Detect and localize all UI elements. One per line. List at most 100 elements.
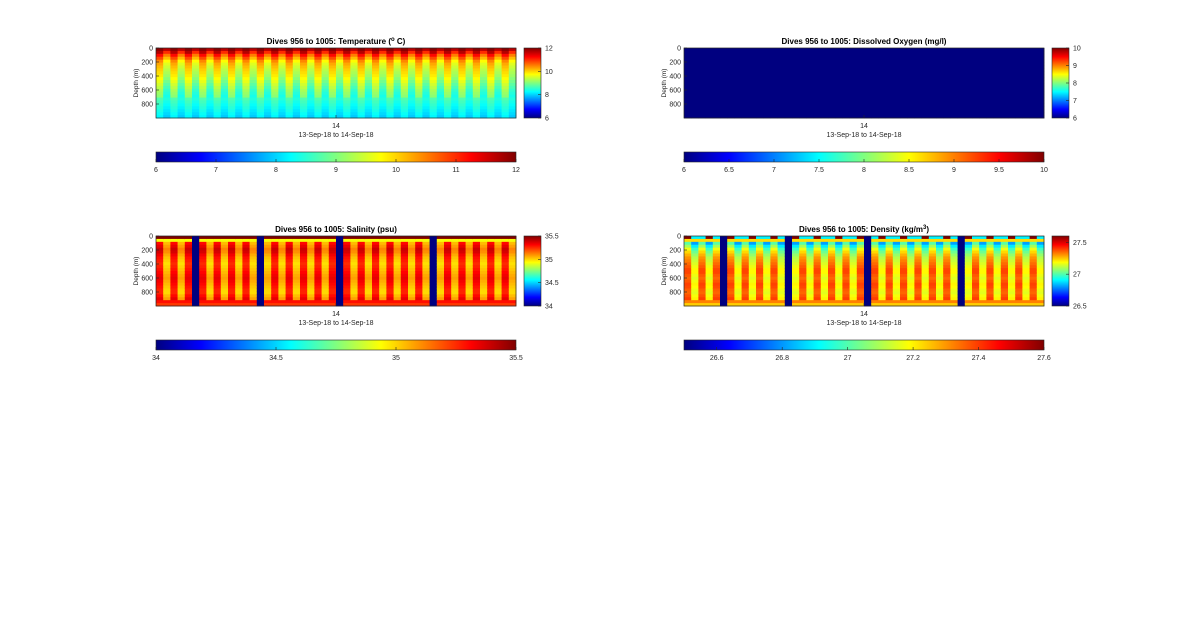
heatmap-cell xyxy=(285,268,294,272)
heatmap-cell xyxy=(921,53,930,58)
heatmap-cell xyxy=(871,279,879,284)
heatmap-cell xyxy=(806,273,814,278)
heatmap-cell xyxy=(163,71,171,75)
heatmap-cell xyxy=(429,53,438,58)
heatmap-cell xyxy=(1008,68,1016,72)
heatmap-cell xyxy=(300,294,308,298)
heatmap-cell xyxy=(950,268,958,272)
heatmap-cell xyxy=(422,109,430,113)
heatmap-cell xyxy=(328,74,337,78)
heatmap-cell xyxy=(343,62,351,66)
heatmap-cell xyxy=(386,83,394,87)
heatmap-cell xyxy=(842,48,850,52)
heatmap-cell xyxy=(314,238,322,243)
heatmap-cell xyxy=(842,109,850,113)
heatmap-cell xyxy=(343,80,351,84)
heatmap-cell xyxy=(698,65,706,69)
heatmap-cell xyxy=(343,50,351,55)
heatmap-cell xyxy=(1022,256,1030,260)
heatmap-cell xyxy=(748,115,757,119)
heatmap-cell xyxy=(727,62,735,66)
heatmap-cell xyxy=(698,282,706,286)
heatmap-cell xyxy=(386,115,394,119)
heatmap-cell xyxy=(705,285,714,289)
heatmap-cell xyxy=(451,91,459,96)
heatmap-cell xyxy=(314,265,322,269)
heatmap-cell xyxy=(206,271,214,275)
heatmap-cell xyxy=(1008,62,1016,66)
heatmap-cell xyxy=(156,100,164,104)
heatmap-cell xyxy=(408,236,416,240)
heatmap-cell xyxy=(1036,115,1045,119)
heatmap-cell xyxy=(350,294,358,298)
heatmap-cell xyxy=(986,91,994,96)
heatmap-cell xyxy=(856,241,865,246)
heatmap-cell xyxy=(720,48,728,52)
heatmap-cell xyxy=(458,238,466,243)
heatmap-cell xyxy=(813,53,822,58)
heatmap-cell xyxy=(741,291,750,295)
heatmap-cell xyxy=(156,256,164,260)
heatmap-cell xyxy=(400,115,409,119)
heatmap-cell xyxy=(792,83,800,87)
heatmap-cell xyxy=(748,85,757,90)
heatmap-cell xyxy=(199,103,207,107)
heatmap-cell xyxy=(501,253,510,257)
heatmap-cell xyxy=(314,262,322,266)
heatmap-cell xyxy=(792,236,800,240)
heatmap-cell xyxy=(964,256,973,260)
colorbar-horizontal-tick-label: 8 xyxy=(862,167,866,174)
heatmap-cell xyxy=(720,91,728,96)
heatmap-cell xyxy=(864,271,872,275)
heatmap-cell xyxy=(321,50,330,55)
heatmap-cell xyxy=(199,273,207,278)
heatmap-cell xyxy=(741,68,750,72)
heatmap-cell xyxy=(684,291,692,295)
heatmap-cell xyxy=(465,106,474,110)
heatmap-cell xyxy=(156,236,164,240)
heatmap-cell xyxy=(684,112,692,116)
heatmap-cell xyxy=(842,273,850,278)
heatmap-cell xyxy=(770,56,778,61)
heatmap-cell xyxy=(892,265,901,269)
heatmap-cell xyxy=(799,50,807,55)
heatmap-cell xyxy=(494,294,502,298)
heatmap-cell xyxy=(835,115,843,119)
heatmap-cell xyxy=(993,303,1002,307)
heatmap-cell xyxy=(444,65,452,69)
heatmap-cell xyxy=(691,271,699,275)
heatmap-cell xyxy=(256,71,265,75)
heatmap-cell xyxy=(756,291,764,295)
heatmap-cell xyxy=(806,291,814,295)
heatmap-cell xyxy=(957,112,966,116)
heatmap-cell xyxy=(1008,115,1016,119)
heatmap-cell xyxy=(871,253,879,257)
heatmap-cell xyxy=(307,59,315,63)
heatmap-cell xyxy=(429,97,438,101)
heatmap-cell xyxy=(1029,294,1038,298)
heatmap-cell xyxy=(1029,91,1038,96)
heatmap-cell xyxy=(684,236,692,240)
heatmap-cell xyxy=(943,100,951,104)
heatmap-cell xyxy=(242,59,250,63)
heatmap-cell xyxy=(712,297,721,301)
heatmap-cell xyxy=(364,91,373,96)
heatmap-cell xyxy=(806,56,814,61)
heatmap-cell xyxy=(792,94,800,98)
heatmap-cell xyxy=(350,276,358,281)
heatmap-cell xyxy=(415,85,423,90)
heatmap-cell xyxy=(314,50,322,55)
heatmap-cell xyxy=(1022,53,1030,58)
heatmap-cell xyxy=(950,94,958,98)
heatmap-cell xyxy=(300,112,308,116)
heatmap-cell xyxy=(720,253,728,257)
heatmap-cell xyxy=(799,303,807,307)
heatmap-cell xyxy=(444,273,452,278)
heatmap-cell xyxy=(480,236,488,240)
heatmap-cell xyxy=(314,247,322,251)
heatmap-cell xyxy=(357,62,366,66)
heatmap-cell xyxy=(777,288,786,292)
heatmap-cell xyxy=(285,83,294,87)
heatmap-cell xyxy=(220,268,229,272)
heatmap-cell xyxy=(328,244,337,249)
